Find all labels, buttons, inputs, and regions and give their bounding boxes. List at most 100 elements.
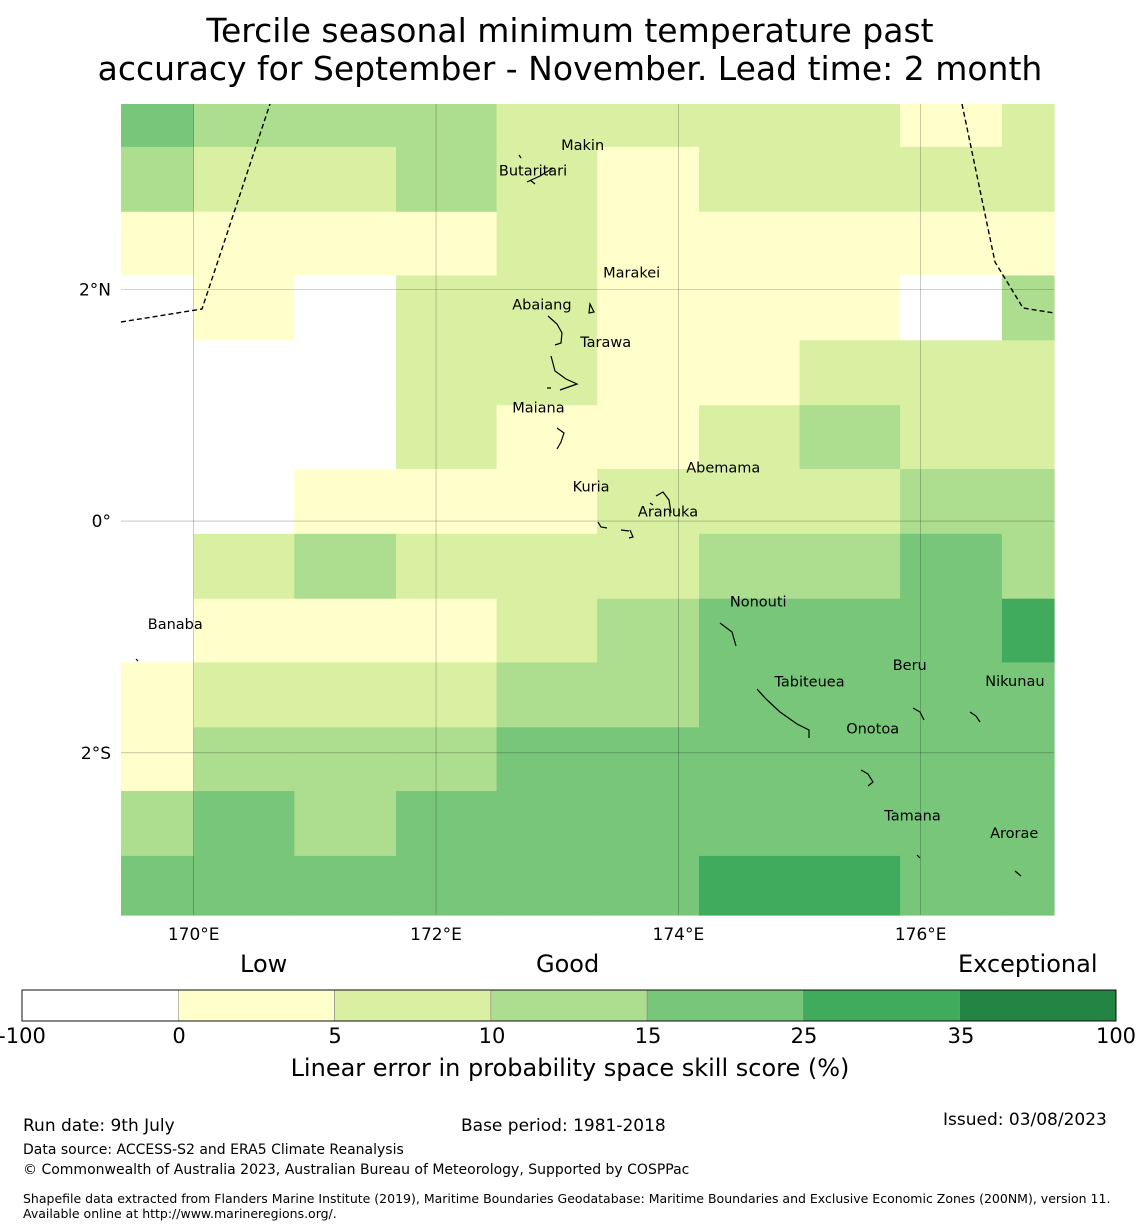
skill-grid-cell bbox=[698, 405, 801, 470]
longitude-tick-label: 176°E bbox=[895, 925, 947, 945]
colorbar-tick-label: 0 bbox=[172, 1024, 186, 1048]
skill-grid-cell bbox=[496, 662, 598, 728]
island-onotoa-outline bbox=[860, 769, 874, 787]
skill-grid-cell bbox=[698, 727, 801, 792]
island-tarawa-outline bbox=[547, 355, 579, 391]
skill-grid-cell bbox=[799, 533, 901, 600]
island-arorae-outline bbox=[1014, 870, 1022, 877]
place-label: Abemama bbox=[686, 461, 760, 477]
skill-grid-cell bbox=[121, 533, 195, 600]
issued-date: Issued: 03/08/2023 bbox=[943, 1110, 1107, 1130]
skill-grid-cell bbox=[294, 727, 397, 792]
skill-grid-cell bbox=[698, 855, 801, 916]
skill-grid-cell bbox=[597, 104, 700, 148]
skill-grid-cell bbox=[496, 275, 598, 341]
colorbar-tick-label: 15 bbox=[634, 1024, 662, 1048]
skill-grid-cell bbox=[900, 405, 1003, 470]
skill-grid-cell bbox=[597, 340, 700, 406]
skill-grid-cell bbox=[1001, 533, 1055, 600]
skill-grid-cell bbox=[597, 211, 700, 277]
skill-grid-cell bbox=[396, 211, 498, 277]
skill-grid-cell bbox=[121, 405, 195, 470]
skill-grid-cell bbox=[396, 275, 498, 341]
skill-grid-cell bbox=[597, 533, 700, 600]
place-label: Marakei bbox=[603, 265, 660, 281]
skill-grid-cell bbox=[294, 533, 397, 600]
longitude-tick-label: 172°E bbox=[410, 925, 462, 945]
skill-grid-cell bbox=[900, 855, 1003, 916]
base-period: Base period: 1981-2018 bbox=[461, 1116, 666, 1136]
colorbar-title: Linear error in probability space skill … bbox=[290, 1054, 850, 1082]
skill-grid-cell bbox=[496, 211, 598, 277]
skill-grid-cell bbox=[193, 533, 295, 600]
place-label: Tabiteuea bbox=[773, 674, 844, 690]
skill-grid-cell bbox=[396, 146, 498, 213]
skill-grid-cell bbox=[294, 146, 397, 213]
skill-grid-cell bbox=[121, 275, 195, 341]
skill-grid-cell bbox=[193, 468, 295, 535]
skill-grid-cell bbox=[396, 468, 498, 535]
skill-grid-cell bbox=[900, 533, 1003, 600]
skill-grid-cell bbox=[193, 791, 295, 857]
skill-grid-cell bbox=[496, 727, 598, 792]
island-tabiteuea-outline bbox=[756, 688, 810, 738]
skill-grid-cell bbox=[396, 340, 498, 406]
skill-grid-cell bbox=[294, 598, 397, 664]
skill-grid-cell bbox=[294, 275, 397, 341]
place-label: Aranuka bbox=[638, 505, 698, 521]
skill-grid-cell bbox=[698, 791, 801, 857]
skill-grid-cell bbox=[799, 855, 901, 916]
skill-grid-cell bbox=[597, 405, 700, 470]
longitude-tick-label: 174°E bbox=[653, 925, 705, 945]
skill-grid-cell bbox=[496, 405, 598, 470]
skill-grid-cell bbox=[496, 146, 598, 213]
skill-grid-cell bbox=[121, 791, 195, 857]
latitude-tick-label: 2°S bbox=[81, 744, 111, 764]
skill-grid-cell bbox=[396, 727, 498, 792]
skill-grid-cell bbox=[396, 533, 498, 600]
skill-grid-cell bbox=[1001, 340, 1055, 406]
skill-grid-cell bbox=[121, 340, 195, 406]
colorbar-tick-label: 25 bbox=[790, 1024, 818, 1048]
skill-grid-cell bbox=[1001, 662, 1055, 728]
colorbar-tick-label: 5 bbox=[328, 1024, 342, 1048]
skill-grid-cell bbox=[193, 855, 295, 916]
skill-grid-cell bbox=[900, 662, 1003, 728]
chart-title-line-1: Tercile seasonal minimum temperature pas… bbox=[206, 11, 934, 50]
colorbar bbox=[21, 989, 1117, 1022]
place-label: Butaritari bbox=[499, 164, 567, 180]
skill-grid-cell bbox=[698, 275, 801, 341]
latitude-tick-label: 0° bbox=[92, 512, 111, 532]
skill-grid-cell bbox=[121, 662, 195, 728]
island-butaritari-outline bbox=[526, 167, 554, 185]
island-tamana-outline bbox=[916, 854, 921, 859]
place-label: Arorae bbox=[990, 826, 1038, 842]
island-outlines bbox=[135, 154, 1022, 877]
island-nikunau-outline bbox=[969, 711, 981, 723]
island-maiana-outline bbox=[556, 427, 565, 450]
skill-grid-cell bbox=[1001, 104, 1055, 148]
skill-grid-cell bbox=[1001, 791, 1055, 857]
latitude-tick-label: 2°N bbox=[79, 280, 111, 300]
skill-grid-cell bbox=[799, 598, 901, 664]
skill-grid-cell bbox=[396, 791, 498, 857]
colorbar-tick-label: 100 bbox=[1095, 1024, 1137, 1048]
skill-grid-cell bbox=[193, 340, 295, 406]
colorbar-tick-label: 10 bbox=[478, 1024, 506, 1048]
skill-grid-cell bbox=[799, 275, 901, 341]
skill-grid-cell bbox=[597, 598, 700, 664]
skill-grid-cell bbox=[396, 598, 498, 664]
skill-grid-cell bbox=[799, 104, 901, 148]
axis-tick-labels: 170°E 172°E 174°E 176°E 2°N 0° 2°S bbox=[79, 280, 947, 945]
skill-grid-cell bbox=[799, 727, 901, 792]
skill-grid-cell bbox=[900, 598, 1003, 664]
place-label: Kuria bbox=[573, 479, 610, 495]
skill-grid-cell bbox=[121, 211, 195, 277]
skill-grid-cell bbox=[597, 468, 700, 535]
skill-grid-cell bbox=[496, 104, 598, 148]
skill-grid-cell bbox=[193, 275, 295, 341]
skill-grid-cell bbox=[1001, 855, 1055, 916]
skill-grid-cell bbox=[799, 405, 901, 470]
shapefile-credit: Shapefile data extracted from Flanders M… bbox=[23, 1191, 1111, 1221]
